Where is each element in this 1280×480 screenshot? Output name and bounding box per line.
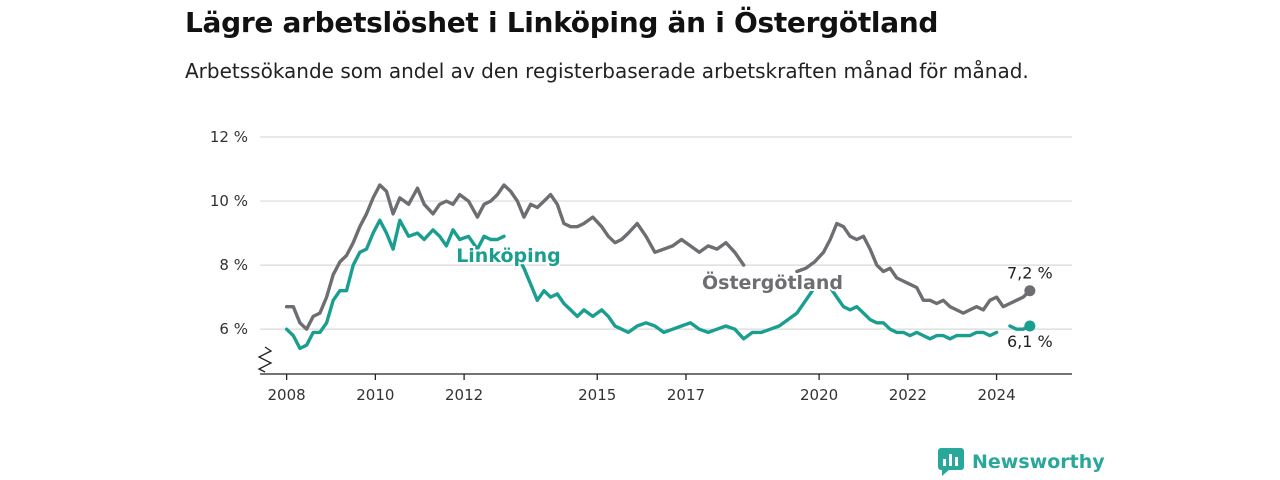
x-axis-ticks: 2008 2010 2012 2015 2017 2020 2022 2024 <box>268 386 1016 404</box>
end-value-label: 6,1 % <box>1007 332 1053 351</box>
x-tick-label: 2008 <box>268 386 306 404</box>
end-point <box>1024 320 1036 332</box>
x-tick-label: 2017 <box>667 386 705 404</box>
y-tick-label: 10 % <box>210 192 248 210</box>
end-point <box>1024 285 1036 297</box>
newsworthy-logo-icon <box>938 448 964 476</box>
y-axis-ticks: 6 % 8 % 10 % 12 % <box>210 128 248 338</box>
x-tick-label: 2012 <box>445 386 483 404</box>
x-axis <box>257 346 1072 380</box>
series-label: Linköping <box>456 245 561 267</box>
chart-title: Lägre arbetslöshet i Linköping än i Öste… <box>185 6 939 39</box>
newsworthy-brand: Newsworthy <box>938 448 1105 476</box>
series-label: Östergötland <box>702 270 843 294</box>
x-tick-label: 2020 <box>800 386 838 404</box>
axis-break-icon <box>257 346 273 373</box>
y-tick-label: 12 % <box>210 128 248 146</box>
end-value-label: 7,2 % <box>1007 264 1053 283</box>
series-line <box>284 183 1032 331</box>
series-labels: Östergötland Linköping <box>454 243 845 296</box>
series-lines <box>284 183 1032 351</box>
end-markers: 7,2 % 6,1 % <box>1007 264 1053 351</box>
grid-lines <box>260 136 1072 330</box>
x-tick-label: 2010 <box>356 386 394 404</box>
brand-name: Newsworthy <box>972 451 1105 473</box>
x-tick-label: 2022 <box>889 386 927 404</box>
x-tick-label: 2024 <box>977 386 1015 404</box>
chart-subtitle: Arbetssökande som andel av den registerb… <box>185 59 1029 83</box>
y-tick-label: 8 % <box>219 256 248 274</box>
x-tick-label: 2015 <box>578 386 616 404</box>
y-tick-label: 6 % <box>219 320 248 338</box>
